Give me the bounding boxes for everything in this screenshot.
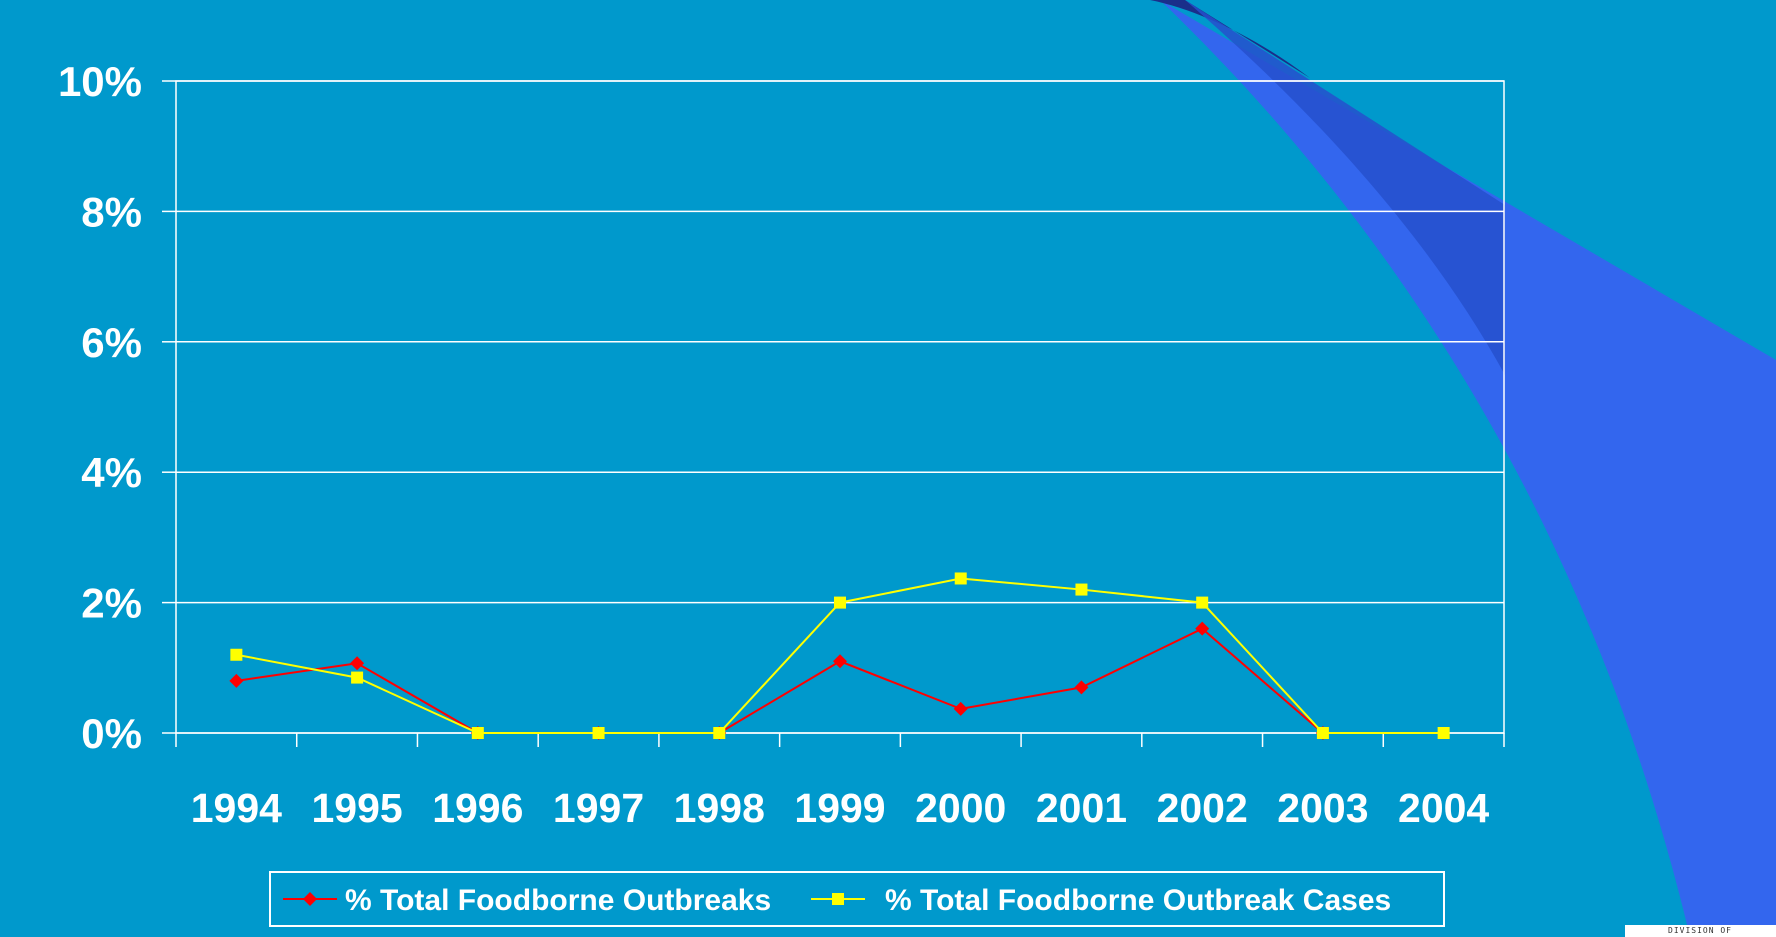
data-point-diamond <box>229 673 244 688</box>
y-tick-label: 8% <box>81 188 142 235</box>
y-tick-label: 10% <box>58 58 142 105</box>
y-tick-label: 6% <box>81 319 142 366</box>
data-point-square <box>954 572 967 585</box>
data-point-diamond <box>1074 680 1089 695</box>
x-tick-label: 2000 <box>915 785 1006 831</box>
data-point-diamond <box>350 656 365 671</box>
data-point-square <box>713 727 726 739</box>
series-line-1 <box>236 627 1324 734</box>
data-point-square <box>1075 583 1088 596</box>
x-tick-label: 2002 <box>1157 785 1248 831</box>
data-point-square <box>834 596 846 609</box>
data-point-square <box>1316 727 1329 739</box>
legend-marker-diamond <box>303 892 317 906</box>
legend-label-1: % Total Foodborne Outbreaks <box>345 884 771 917</box>
chart-legend: % Total Foodborne Outbreaks % Total Foodb… <box>269 871 1445 927</box>
legend-box <box>269 871 1445 927</box>
decorative-swoosh-bright <box>1160 0 1776 937</box>
x-tick-label: 2001 <box>1036 785 1127 831</box>
x-tick-label: 1995 <box>311 785 402 831</box>
data-point-diamond <box>953 701 968 716</box>
data-point-diamond <box>833 654 847 669</box>
logo-box <box>1625 925 1776 937</box>
data-point-square <box>1196 596 1209 609</box>
x-tick-label: 1997 <box>553 785 644 831</box>
y-tick-label: 0% <box>81 710 142 757</box>
legend-marker-square <box>832 893 844 905</box>
data-point-square <box>471 727 484 739</box>
x-tick-label: 1994 <box>191 785 282 831</box>
data-point-square <box>351 671 364 684</box>
y-tick-label: 4% <box>81 449 142 496</box>
x-tick-label: 1996 <box>432 785 523 831</box>
data-point-square <box>592 727 605 739</box>
y-tick-label: 2% <box>81 580 142 627</box>
x-tick-label: 1999 <box>794 785 885 831</box>
x-tick-label: 2003 <box>1277 785 1368 831</box>
decorative-swoosh-band <box>1185 0 1505 375</box>
x-tick-label: 1998 <box>674 785 765 831</box>
legend-label-2: % Total Foodborne Outbreak Cases <box>885 884 1391 917</box>
data-point-diamond <box>1195 621 1210 636</box>
line-chart: 0% 2% 4% 6% 8% 10% 1994 1995 1996 1997 1998 1999 200… <box>58 58 1505 831</box>
logo: DIVISION OF <box>1625 925 1776 937</box>
x-tick-label: 2004 <box>1398 785 1489 831</box>
logo-text: DIVISION OF <box>1668 926 1732 935</box>
data-point-square <box>230 648 243 661</box>
data-point-square <box>1437 727 1450 739</box>
